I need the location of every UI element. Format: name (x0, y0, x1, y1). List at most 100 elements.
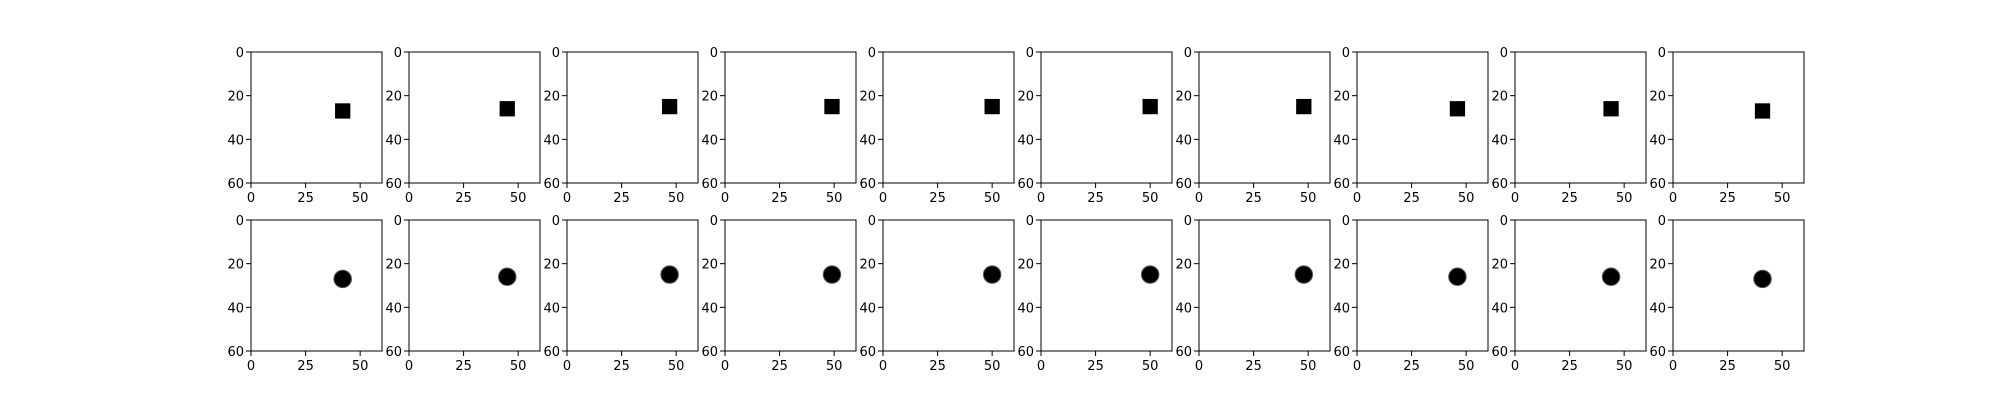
y-tick-label: 40 (1333, 301, 1350, 316)
y-tick-label: 0 (1342, 214, 1350, 229)
x-tick-label: 50 (1142, 359, 1159, 374)
y-tick-label: 40 (1491, 301, 1508, 316)
y-tick-label: 40 (1491, 133, 1508, 148)
y-tick-label: 20 (1491, 90, 1508, 105)
x-tick-label: 0 (405, 359, 413, 374)
panel-background (725, 220, 856, 351)
panel-frame (1040, 51, 1173, 184)
panel-r2-c10: 0 25 50 0 20 40 60 (1649, 214, 1805, 374)
panel-frame (1198, 219, 1331, 352)
x-tick-label: 25 (929, 191, 946, 206)
x-tick-label: 25 (1719, 359, 1736, 374)
panel-background (883, 52, 1014, 183)
panel-frame (1672, 51, 1805, 184)
panel-r2-c9: 0 25 50 0 20 40 60 (1491, 214, 1647, 374)
y-tick-label: 40 (1175, 133, 1192, 148)
x-tick-label: 0 (1195, 191, 1203, 206)
panel-frame (882, 219, 1015, 352)
y-tick-label: 60 (1017, 177, 1034, 192)
panel-r1-c5: 0 25 50 0 20 40 60 (859, 46, 1015, 206)
x-tick-label: 50 (826, 191, 843, 206)
panel-background (409, 52, 540, 183)
x-tick-label: 50 (1458, 359, 1475, 374)
panel-r1-c7: 0 25 50 0 20 40 60 (1175, 46, 1331, 206)
panel-r2-c6: 0 25 50 0 20 40 60 (1017, 214, 1173, 374)
panel-r1-c2: 0 25 50 0 20 40 60 (385, 46, 541, 206)
x-tick-label: 50 (1616, 359, 1633, 374)
x-tick-label: 25 (613, 359, 630, 374)
panel-r2-c1: 0 25 50 0 20 40 60 (227, 214, 383, 374)
panel-r1-c10: 0 25 50 0 20 40 60 (1649, 46, 1805, 206)
x-tick-label: 50 (352, 359, 369, 374)
y-tick-label: 20 (227, 90, 244, 105)
panel-background (567, 220, 698, 351)
circle-mark (1448, 267, 1467, 286)
circle-mark (1601, 267, 1621, 286)
panel-frame (408, 51, 541, 184)
x-tick-label: 25 (771, 359, 788, 374)
y-tick-label: 20 (701, 258, 718, 273)
y-tick-label: 40 (543, 301, 560, 316)
y-tick-label: 60 (227, 345, 244, 360)
panel-r2-c8: 0 25 50 0 20 40 60 (1333, 214, 1489, 374)
x-tick-label: 0 (1037, 191, 1045, 206)
y-tick-label: 20 (1333, 258, 1350, 273)
y-tick-label: 60 (1491, 345, 1508, 360)
x-tick-label: 0 (1353, 359, 1361, 374)
y-tick-label: 60 (385, 345, 402, 360)
y-tick-label: 60 (385, 177, 402, 192)
y-tick-label: 0 (710, 214, 718, 229)
x-tick-label: 50 (668, 359, 685, 374)
x-tick-label: 0 (721, 359, 729, 374)
panel-background (1041, 52, 1172, 183)
square-mark (1296, 98, 1312, 115)
x-tick-label: 50 (510, 191, 527, 206)
y-tick-label: 60 (1017, 345, 1034, 360)
panel-background (1515, 52, 1646, 183)
y-tick-label: 20 (859, 258, 876, 273)
panel-frame (250, 219, 383, 352)
panel-background (251, 52, 382, 183)
panel-frame (1356, 51, 1489, 184)
y-tick-label: 20 (1649, 90, 1666, 105)
x-tick-label: 0 (1353, 191, 1361, 206)
y-tick-label: 0 (394, 214, 402, 229)
x-tick-label: 25 (1719, 191, 1736, 206)
y-tick-label: 60 (227, 177, 244, 192)
x-tick-label: 25 (929, 359, 946, 374)
square-mark (1449, 101, 1466, 117)
square-mark (824, 98, 840, 115)
x-tick-label: 50 (352, 191, 369, 206)
panel-background (1041, 220, 1172, 351)
square-mark (1603, 101, 1619, 117)
y-tick-label: 0 (1500, 214, 1508, 229)
x-tick-label: 50 (1300, 191, 1317, 206)
panel-r1-c6: 0 25 50 0 20 40 60 (1017, 46, 1173, 206)
x-tick-label: 0 (1037, 359, 1045, 374)
y-tick-label: 0 (1658, 46, 1666, 61)
y-tick-label: 40 (859, 301, 876, 316)
x-tick-label: 25 (1245, 191, 1262, 206)
x-tick-label: 50 (668, 191, 685, 206)
y-tick-label: 20 (385, 258, 402, 273)
y-tick-label: 20 (1491, 258, 1508, 273)
y-tick-label: 60 (1333, 177, 1350, 192)
panel-r1-c8: 0 25 50 0 20 40 60 (1333, 46, 1489, 206)
circle-mark (1294, 265, 1314, 284)
y-tick-label: 0 (236, 46, 244, 61)
square-mark (1754, 103, 1771, 119)
x-tick-label: 25 (1087, 191, 1104, 206)
y-tick-label: 40 (227, 133, 244, 148)
panel-background (409, 220, 540, 351)
y-tick-label: 20 (543, 90, 560, 105)
circle-mark (822, 265, 842, 284)
x-tick-label: 25 (297, 191, 314, 206)
panel-background (1515, 220, 1646, 351)
panel-frame (724, 219, 857, 352)
y-tick-label: 0 (1026, 214, 1034, 229)
y-tick-label: 60 (859, 177, 876, 192)
panel-r2-c2: 0 25 50 0 20 40 60 (385, 214, 541, 374)
x-tick-label: 25 (455, 191, 472, 206)
x-tick-label: 50 (1616, 191, 1633, 206)
panel-frame (1356, 219, 1489, 352)
